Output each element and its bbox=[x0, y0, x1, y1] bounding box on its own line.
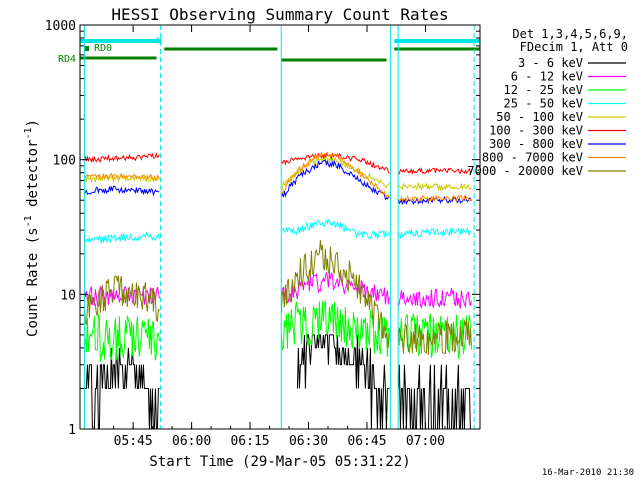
y-axis-label: Count Rate (s-1 detector-1) bbox=[23, 119, 41, 337]
x-tick-label: 06:00 bbox=[172, 434, 211, 449]
series-line bbox=[83, 152, 160, 164]
series-line bbox=[397, 287, 472, 310]
y-tick-label: 1000 bbox=[45, 19, 76, 34]
series-line bbox=[83, 230, 160, 244]
series-line bbox=[280, 240, 390, 348]
series-line bbox=[280, 159, 390, 201]
y-axis-label-sup2: -1 bbox=[23, 127, 34, 139]
legend-entry-label: 12 - 25 keV bbox=[504, 83, 583, 97]
flag-label-rd0: RD0 bbox=[94, 43, 112, 54]
series-line bbox=[397, 226, 472, 240]
y-axis-label-sup1: -1 bbox=[23, 215, 34, 227]
series-line bbox=[398, 194, 472, 204]
y-axis-label-text: Count Rate (s bbox=[25, 227, 41, 337]
legend-header-line-2: FDecim 1, Att 0 bbox=[520, 40, 628, 54]
series-line bbox=[398, 167, 472, 175]
x-tick-label: 06:45 bbox=[347, 434, 386, 449]
flags-layer: RD0 N RD4 bbox=[58, 36, 480, 65]
series-line bbox=[280, 219, 390, 240]
flag-marker-rd0 bbox=[84, 46, 89, 51]
series-line bbox=[280, 151, 390, 198]
series-line bbox=[398, 181, 472, 192]
x-axis-label: Start Time (29-Mar-05 05:31:22) bbox=[149, 454, 410, 470]
y-tick-label: 1 bbox=[68, 423, 76, 438]
y-tick-label: 100 bbox=[53, 154, 76, 169]
y-axis-label-end: ) bbox=[25, 119, 41, 127]
legend-entry-label: 800 - 7000 keV bbox=[482, 151, 583, 165]
series-line bbox=[84, 172, 160, 182]
night-layer bbox=[83, 25, 475, 429]
chart-title: HESSI Observing Summary Count Rates bbox=[111, 5, 448, 24]
y-tick-label: 10 bbox=[60, 288, 76, 303]
plot-frame bbox=[79, 24, 481, 430]
series-layer bbox=[83, 151, 472, 430]
legend-entry-label: 7000 - 20000 keV bbox=[467, 164, 583, 178]
series-line bbox=[280, 299, 390, 357]
x-tick-label: 06:30 bbox=[289, 434, 328, 449]
series-line bbox=[84, 313, 160, 362]
x-tick-label: 05:45 bbox=[114, 434, 153, 449]
legend-entry-label: 100 - 300 keV bbox=[489, 124, 583, 138]
axes-layer: 05:45 06:00 06:15 06:30 06:45 07:00 1 10 100 1000 bbox=[45, 19, 480, 449]
series-line bbox=[84, 347, 160, 430]
legend-entry-label: 3 - 6 keV bbox=[518, 56, 583, 70]
y-axis-label-mid: detector bbox=[25, 140, 41, 216]
series-line bbox=[281, 155, 390, 191]
x-tick-label: 07:00 bbox=[406, 434, 445, 449]
series-line bbox=[397, 319, 472, 355]
flag-label-rd4: RD4 bbox=[58, 54, 76, 65]
legend-header-line-1: Det 1,3,4,5,6,9, bbox=[512, 27, 628, 41]
series-line bbox=[83, 275, 160, 326]
footer-timestamp: 16-Mar-2010 21:30 bbox=[542, 468, 634, 478]
flag-label-n: N bbox=[156, 36, 162, 47]
legend-entry-label: 25 - 50 keV bbox=[504, 97, 583, 111]
x-tick-label: 06:15 bbox=[230, 434, 269, 449]
legend-entry-label: 50 - 100 keV bbox=[496, 110, 583, 124]
legend-entry-label: 6 - 12 keV bbox=[511, 70, 583, 84]
legend-entry-label: 300 - 800 keV bbox=[489, 137, 583, 151]
series-line bbox=[397, 364, 472, 430]
series-line bbox=[296, 334, 390, 430]
series-line bbox=[83, 185, 160, 197]
